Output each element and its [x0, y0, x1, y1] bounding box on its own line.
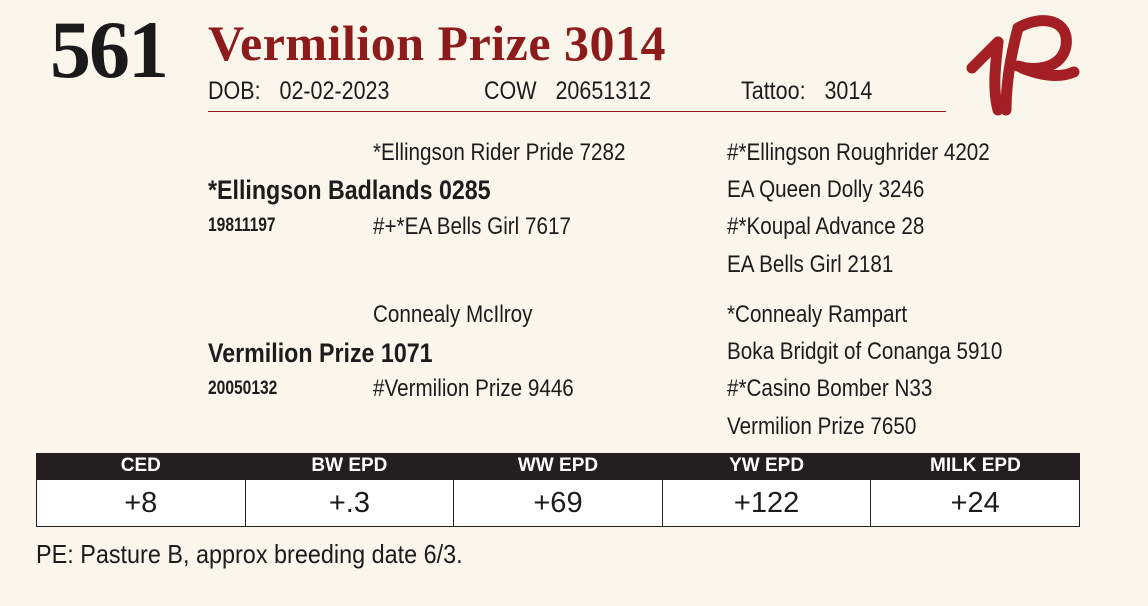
- sire-dam-sire: #*Koupal Advance 28: [727, 213, 925, 240]
- animal-name: Vermilion Prize 3014: [208, 15, 667, 71]
- sire-reg-number: 19811197: [208, 215, 276, 236]
- tattoo-field: Tattoo: 3014: [741, 74, 872, 108]
- epd-value-yw: +122: [661, 479, 872, 527]
- dam-dam: #Vermilion Prize 9446: [373, 375, 574, 402]
- header-divider: [208, 111, 946, 112]
- dam-dam-sire: #*Casino Bomber N33: [727, 375, 933, 402]
- sire-sire: *Ellingson Rider Pride 7282: [373, 139, 626, 166]
- dam-name: Vermilion Prize 1071: [208, 338, 433, 368]
- epd-header-ced: CED: [36, 453, 246, 480]
- dam-dam-dam: Vermilion Prize 7650: [727, 413, 917, 440]
- sire-dam-dam: EA Bells Girl 2181: [727, 251, 894, 278]
- epd-header-yw: YW EPD: [661, 453, 871, 480]
- epd-value-milk: +24: [870, 479, 1080, 527]
- epd-value-ced: +8: [36, 479, 246, 527]
- dam-sire: Connealy McIlroy: [373, 301, 533, 328]
- epd-value-ww: +69: [453, 479, 663, 527]
- cow-field: COW 20651312: [484, 74, 651, 108]
- dam-sire-dam: Boka Bridgit of Conanga 5910: [727, 338, 1003, 365]
- epd-header-milk: MILK EPD: [870, 453, 1080, 480]
- sire-sire-sire: #*Ellingson Roughrider 4202: [727, 139, 990, 166]
- cow-value: 20651312: [555, 77, 652, 105]
- lot-number: 561: [50, 4, 169, 95]
- tattoo-label: Tattoo:: [741, 77, 806, 105]
- sire-sire-dam: EA Queen Dolly 3246: [727, 176, 925, 203]
- cow-label: COW: [484, 77, 537, 105]
- epd-header-bw: BW EPD: [244, 453, 454, 480]
- sire-name: *Ellingson Badlands 0285: [208, 175, 491, 205]
- breeding-note: PE: Pasture B, approx breeding date 6/3.: [36, 539, 463, 569]
- dam-sire-sire: *Connealy Rampart: [727, 301, 908, 328]
- epd-header-row: CED BW EPD WW EPD YW EPD MILK EPD: [36, 453, 1080, 480]
- epd-header-ww: WW EPD: [453, 453, 663, 480]
- dob-value: 02-02-2023: [279, 77, 390, 105]
- tattoo-value: 3014: [824, 77, 873, 105]
- epd-value-bw: +.3: [244, 479, 455, 527]
- dob-label: DOB:: [208, 77, 261, 105]
- epd-table: CED BW EPD WW EPD YW EPD MILK EPD +8 +.3…: [36, 453, 1080, 527]
- dam-reg-number: 20050132: [208, 378, 278, 399]
- sire-dam: #+*EA Bells Girl 7617: [373, 213, 571, 240]
- dob-field: DOB: 02-02-2023: [208, 74, 389, 108]
- brand-1r-logo: [966, 15, 1080, 116]
- epd-value-row: +8 +.3 +69 +122 +24: [36, 479, 1080, 527]
